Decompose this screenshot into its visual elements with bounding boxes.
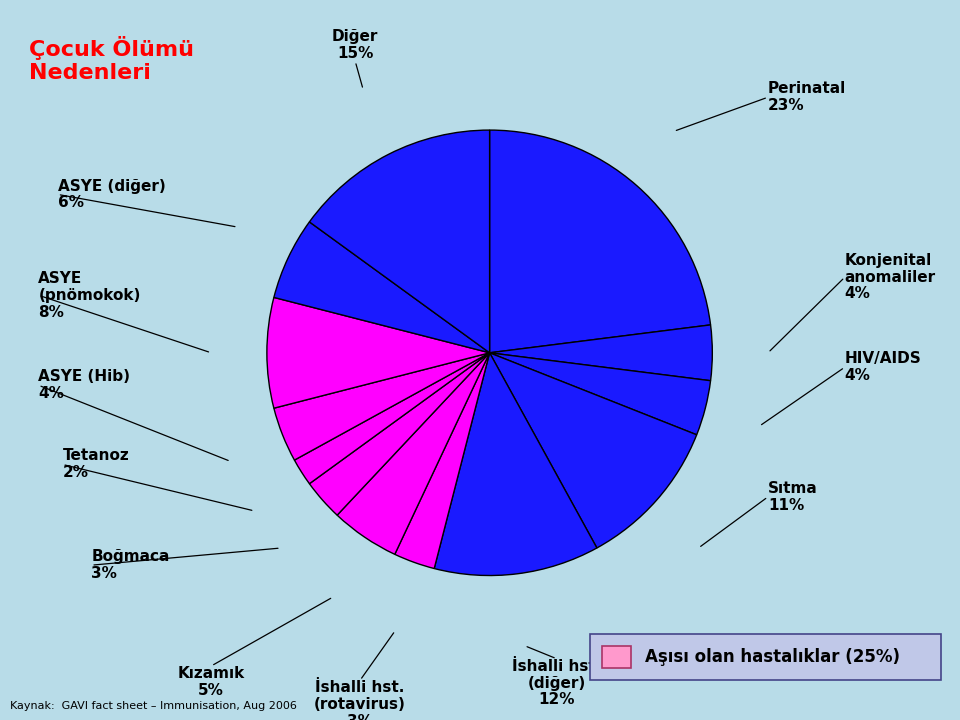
Text: Tetanoz
2%: Tetanoz 2% xyxy=(62,449,130,480)
Wedge shape xyxy=(434,353,597,575)
Bar xyxy=(590,634,941,680)
Text: Kaynak:  GAVI fact sheet – Immunisation, Aug 2006: Kaynak: GAVI fact sheet – Immunisation, … xyxy=(10,701,297,711)
Text: Konjenital
anomaliler
4%: Konjenital anomaliler 4% xyxy=(845,253,936,302)
Text: Sıtma
11%: Sıtma 11% xyxy=(768,481,818,513)
Text: İshalli hst.
(diğer)
12%: İshalli hst. (diğer) 12% xyxy=(512,659,602,707)
Text: ASYE (diğer)
6%: ASYE (diğer) 6% xyxy=(58,179,165,210)
Wedge shape xyxy=(395,353,490,569)
Text: ASYE (Hib)
4%: ASYE (Hib) 4% xyxy=(38,369,131,401)
Wedge shape xyxy=(337,353,490,554)
Text: ASYE
(pnömokok)
8%: ASYE (pnömokok) 8% xyxy=(38,271,141,320)
Wedge shape xyxy=(490,353,697,548)
Wedge shape xyxy=(490,353,710,435)
Wedge shape xyxy=(490,130,710,353)
Text: Çocuk Ölümü
Nedenleri: Çocuk Ölümü Nedenleri xyxy=(29,36,194,84)
Wedge shape xyxy=(309,130,490,353)
Bar xyxy=(602,647,631,668)
Text: Aşısı olan hastalıklar (25%): Aşısı olan hastalıklar (25%) xyxy=(645,648,900,666)
Text: HIV/AIDS
4%: HIV/AIDS 4% xyxy=(845,351,922,383)
Wedge shape xyxy=(490,325,712,381)
Wedge shape xyxy=(295,353,490,484)
Wedge shape xyxy=(267,297,490,408)
Text: Diğer
15%: Diğer 15% xyxy=(332,30,378,61)
Wedge shape xyxy=(274,353,490,460)
Text: Perinatal
23%: Perinatal 23% xyxy=(768,81,847,113)
Wedge shape xyxy=(274,222,490,353)
Text: İshalli hst.
(rotavirus)
3%: İshalli hst. (rotavirus) 3% xyxy=(314,680,406,720)
Wedge shape xyxy=(309,353,490,515)
Text: Boğmaca
3%: Boğmaca 3% xyxy=(91,549,170,581)
Text: Kızamık
5%: Kızamık 5% xyxy=(178,666,245,698)
